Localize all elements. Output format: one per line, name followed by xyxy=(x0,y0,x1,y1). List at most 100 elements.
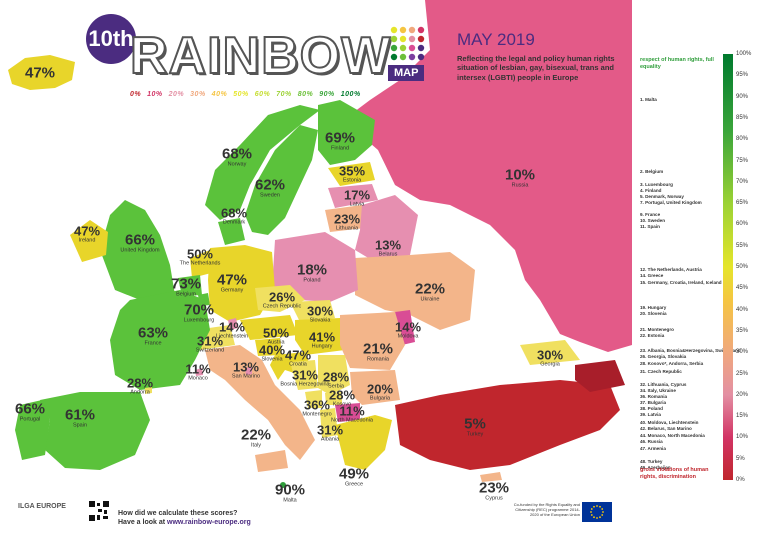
ranking-entry: 4. Finland xyxy=(640,187,662,193)
logo-dot xyxy=(390,53,398,61)
country-france[interactable] xyxy=(110,290,210,390)
country-albania[interactable] xyxy=(320,408,338,438)
country-label-bosnia-herzegovina: 31% Bosnia Herzegovina xyxy=(280,368,329,388)
country-russia[interactable] xyxy=(350,0,632,352)
country-ireland[interactable] xyxy=(70,220,108,262)
country-name: North Macedonia xyxy=(331,417,373,424)
country-greece[interactable] xyxy=(335,415,392,470)
ranking-entry: 46. Russia xyxy=(640,439,663,445)
country-latvia[interactable] xyxy=(328,184,378,208)
country-denmark[interactable] xyxy=(218,218,245,245)
country-kosovo[interactable] xyxy=(325,392,342,405)
country-georgia[interactable] xyxy=(520,340,580,365)
ranking-entry: 39. Latvia xyxy=(640,412,661,418)
legend-tick: 100% xyxy=(736,51,752,57)
country-percent: 14% xyxy=(218,319,246,335)
country-portugal[interactable] xyxy=(15,400,50,460)
ranking-entry: 7. Portugal, United Kingdom xyxy=(640,199,702,205)
scale-label: 50% xyxy=(233,91,249,98)
country-belarus[interactable] xyxy=(355,195,418,262)
country-name: Denmark xyxy=(222,219,246,226)
country-percent: 31% xyxy=(316,422,344,438)
country-name: Finland xyxy=(330,145,350,152)
country-malta[interactable] xyxy=(280,482,286,488)
ranking-entry: 42. Belarus, San Marino xyxy=(640,426,692,432)
country-percent: 23% xyxy=(333,211,361,227)
country-romania[interactable] xyxy=(340,312,405,370)
legend-color-bar xyxy=(723,54,733,480)
country-name: Serbia xyxy=(328,383,344,390)
country-spain[interactable] xyxy=(40,392,150,470)
country-turkey[interactable] xyxy=(395,380,620,470)
country-iceland[interactable] xyxy=(8,55,75,90)
page-title: RAINBOW xyxy=(129,26,392,86)
legend-tick: 70% xyxy=(736,178,749,185)
country-ukraine[interactable] xyxy=(355,252,475,330)
country-montenegro[interactable] xyxy=(305,390,322,408)
ranking-entry: 49. Azerbaijan xyxy=(640,464,671,470)
country-label-estonia: 35% Estonia xyxy=(339,164,365,184)
country-percent: 69% xyxy=(324,129,356,147)
country-slovakia[interactable] xyxy=(290,300,335,322)
country-label-ukraine: 22% Ukraine xyxy=(415,281,445,303)
country-name: France xyxy=(144,340,162,347)
country-andorra[interactable] xyxy=(145,387,152,394)
country-label-portugal: 66% Portugal xyxy=(15,401,45,423)
country-name: Turkey xyxy=(466,431,484,438)
country-label-monaco: 11% Monaco xyxy=(185,362,210,382)
country-bosnia[interactable] xyxy=(290,360,318,390)
country-name: Poland xyxy=(303,277,321,284)
ilga-logo: ILGA EUROPE xyxy=(18,503,66,510)
country-percent: 20% xyxy=(366,381,394,397)
country-cyprus[interactable] xyxy=(480,472,502,482)
country-slovenia[interactable] xyxy=(255,338,282,356)
country-austria[interactable] xyxy=(240,315,298,340)
country-label-denmark: 68% Denmark xyxy=(221,206,247,226)
country-label-austria: 50% Austria xyxy=(263,326,289,346)
country-percent: 49% xyxy=(338,465,370,483)
website-link[interactable]: www.rainbow-europe.org xyxy=(167,518,251,526)
legend-tick: 90% xyxy=(736,93,749,100)
country-belgium[interactable] xyxy=(178,275,202,296)
country-caucasus[interactable] xyxy=(575,360,625,392)
country-north-macedonia[interactable] xyxy=(335,403,360,422)
country-name: Italy xyxy=(250,442,262,449)
country-label-the-netherlands: 50% The Netherlands xyxy=(180,247,221,267)
country-finland[interactable] xyxy=(318,100,375,165)
country-label-finland: 69% Finland xyxy=(325,130,355,152)
country-poland[interactable] xyxy=(272,232,358,302)
country-percent: 68% xyxy=(221,145,253,163)
country-percent: 73% xyxy=(170,275,202,293)
country-liechtenstein[interactable] xyxy=(228,318,238,330)
country-serbia[interactable] xyxy=(318,355,350,395)
country-lithuania[interactable] xyxy=(325,205,365,232)
country-name: United Kingdom xyxy=(120,247,160,254)
country-uk[interactable] xyxy=(100,200,175,300)
ranking-entry: 11. Spain xyxy=(640,223,660,229)
qr-code-icon[interactable] xyxy=(88,500,110,522)
country-percent: 10% xyxy=(504,166,536,184)
country-bulgaria[interactable] xyxy=(350,370,400,405)
scale-label: 20% xyxy=(168,91,185,98)
country-name: San Marino xyxy=(231,373,261,380)
ranking-entry: 22. Estonia xyxy=(640,332,665,338)
country-percent: 11% xyxy=(185,361,211,377)
country-label-spain: 61% Spain xyxy=(65,407,95,429)
country-name: Georgia xyxy=(540,361,560,368)
country-percent: 17% xyxy=(343,187,371,203)
country-italy[interactable] xyxy=(205,345,315,460)
country-percent: 70% xyxy=(183,301,215,319)
country-norway[interactable] xyxy=(205,105,320,220)
country-sweden[interactable] xyxy=(245,125,318,235)
country-hungary[interactable] xyxy=(295,318,345,355)
country-estonia[interactable] xyxy=(328,162,375,186)
country-percent: 36% xyxy=(303,397,331,413)
country-label-iceland: 47% xyxy=(25,66,55,81)
country-moldova[interactable] xyxy=(395,310,415,345)
country-label-cyprus: 23% Cyprus xyxy=(479,480,509,502)
country-italy-sicily[interactable] xyxy=(255,450,288,472)
country-san-marino[interactable] xyxy=(245,367,252,375)
logo-dot xyxy=(399,26,407,34)
ranking-entry: 31. Czech Republic xyxy=(640,369,682,375)
country-monaco[interactable] xyxy=(195,368,203,376)
